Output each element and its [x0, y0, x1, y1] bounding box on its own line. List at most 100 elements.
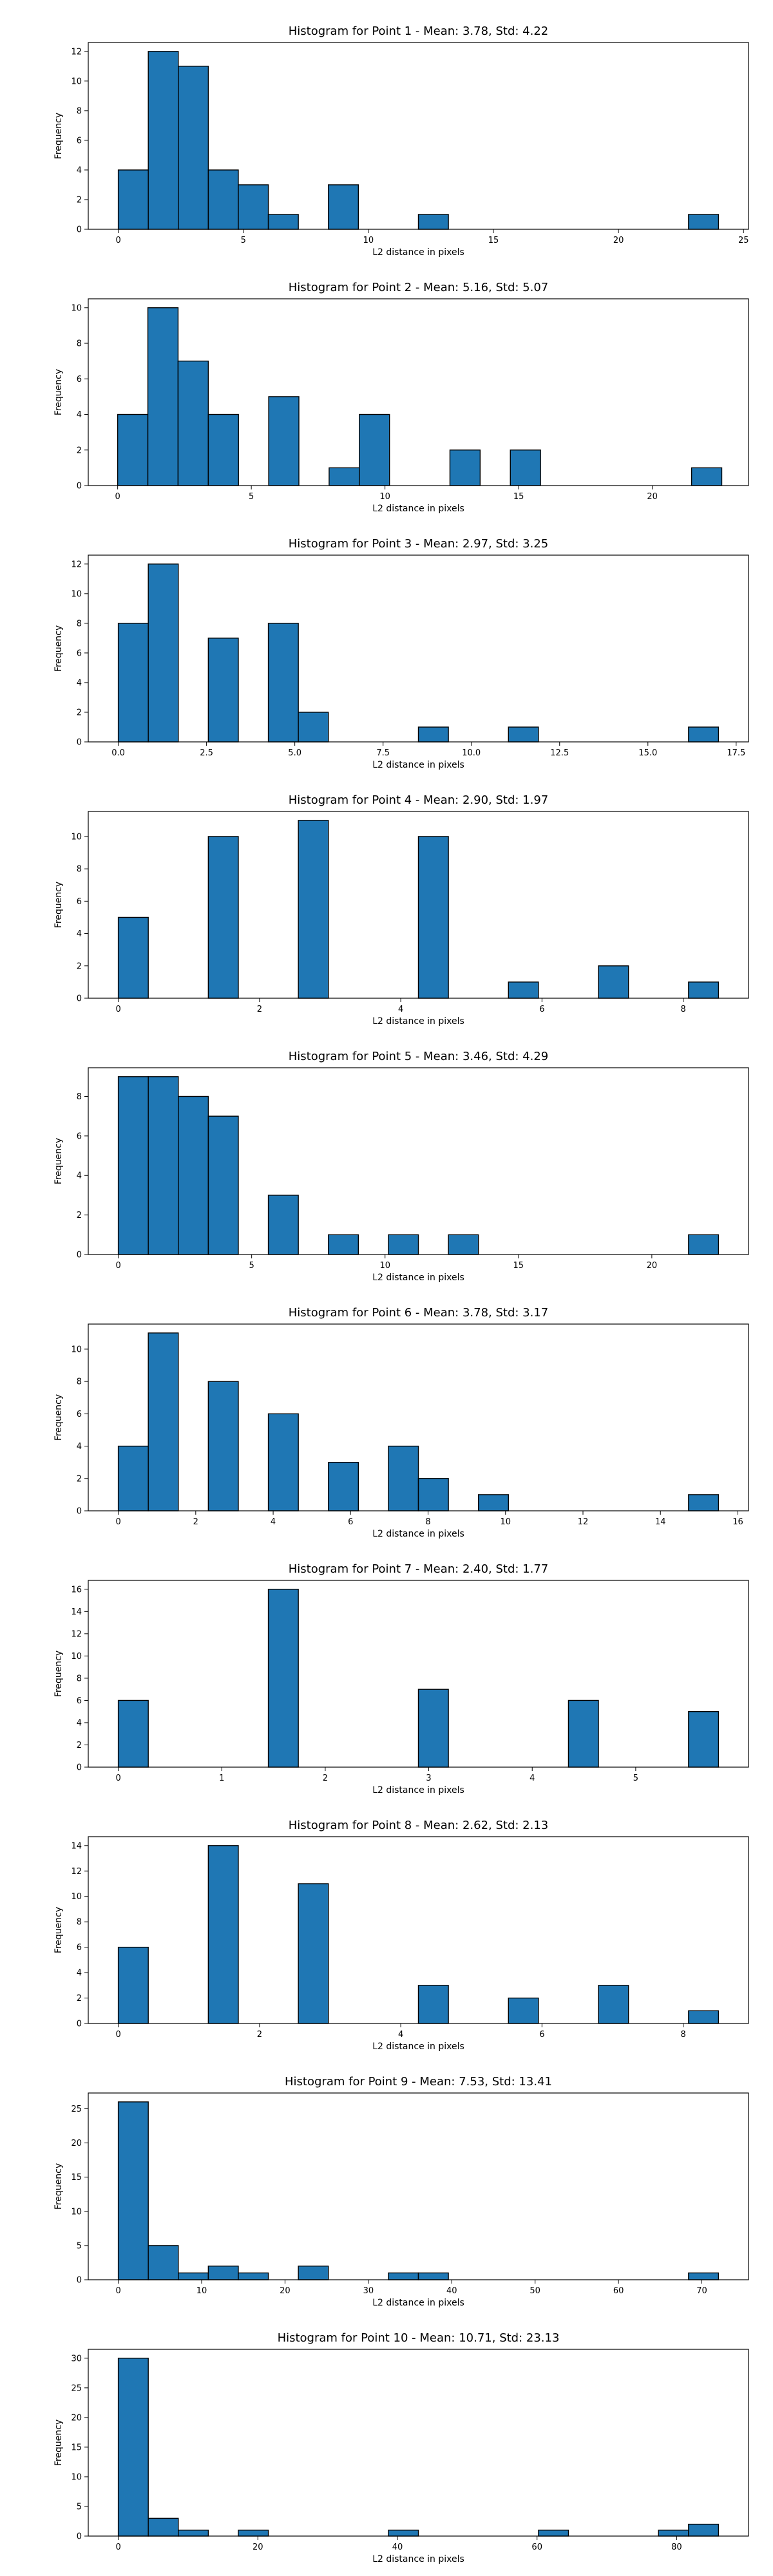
y-tick-label: 16 [71, 1585, 82, 1595]
x-tick-label: 40 [392, 2543, 403, 2552]
x-tick-label: 10 [500, 1517, 511, 1527]
histogram-bar [267, 1589, 299, 1768]
x-tick-label: 14 [655, 1517, 666, 1527]
x-tick-label: 25 [738, 236, 749, 245]
histogram-panel-3: Histogram for Point 3 - Mean: 2.97, Std:… [53, 537, 749, 770]
bars-group [117, 1076, 720, 1255]
histogram-bar [688, 1494, 720, 1511]
y-tick-label: 2 [77, 195, 82, 205]
y-tick-label: 8 [77, 339, 82, 349]
y-tick-label: 8 [77, 865, 82, 875]
histogram-bar [117, 916, 149, 999]
histogram-bar [510, 450, 541, 486]
histogram-bar [147, 307, 179, 486]
plot-frame [88, 811, 749, 999]
y-axis-label: Frequency [53, 369, 64, 415]
x-axis-label: L2 distance in pixels [372, 1016, 464, 1027]
x-tick-label: 2 [193, 1517, 198, 1527]
histogram-bar [328, 1461, 359, 1511]
chart-title: Histogram for Point 6 - Mean: 3.78, Std:… [289, 1306, 549, 1320]
y-axis-label: Frequency [53, 1907, 64, 1953]
y-tick-label: 10 [71, 1892, 82, 1902]
y-tick-label: 8 [77, 1918, 82, 1927]
histogram-panel-1: Histogram for Point 1 - Mean: 3.78, Std:… [53, 24, 749, 258]
x-tick-label: 4 [398, 1005, 403, 1014]
y-tick-label: 0 [77, 994, 82, 1004]
histogram-bar [298, 1883, 329, 2024]
y-tick-label: 25 [71, 2383, 82, 2393]
plot-frame [88, 298, 749, 486]
x-tick-label: 5 [633, 1774, 638, 1783]
x-tick-label: 0 [115, 1261, 120, 1271]
y-tick-label: 4 [77, 929, 82, 939]
histogram-bar [267, 1413, 299, 1511]
histogram-bar [688, 214, 720, 230]
histogram-bar [298, 820, 329, 999]
x-tick-label: 15 [513, 1261, 524, 1271]
x-tick-label: 15.0 [638, 748, 657, 758]
histogram-bar [388, 2530, 419, 2537]
histogram-bar [178, 2272, 209, 2280]
x-tick-label: 20 [647, 492, 658, 502]
y-tick-label: 2 [77, 1211, 82, 1220]
histogram-bar [117, 1946, 149, 2024]
y-tick-label: 2 [77, 708, 82, 717]
y-tick-label: 2 [77, 446, 82, 455]
y-tick-label: 14 [71, 1607, 82, 1617]
x-tick-label: 2.5 [200, 748, 213, 758]
x-tick-label: 0 [115, 236, 120, 245]
y-tick-label: 8 [77, 1378, 82, 1387]
histogram-bar [417, 1478, 449, 1511]
y-tick-label: 2 [77, 1474, 82, 1484]
histogram-bar [207, 1381, 239, 1511]
y-tick-label: 0 [77, 738, 82, 748]
y-tick-label: 12 [71, 560, 82, 569]
y-tick-label: 4 [77, 1442, 82, 1452]
x-tick-label: 16 [732, 1517, 743, 1527]
y-tick-label: 10 [71, 1652, 82, 1662]
y-tick-label: 15 [71, 2173, 82, 2183]
x-tick-label: 8 [425, 1517, 430, 1527]
y-tick-label: 14 [71, 1841, 82, 1851]
bars-group [117, 1332, 720, 1511]
chart-title: Histogram for Point 8 - Mean: 2.62, Std:… [289, 1819, 549, 1832]
histogram-bar [207, 1845, 239, 2024]
histogram-bar [508, 981, 539, 999]
x-tick-label: 4 [271, 1517, 276, 1527]
x-axis-label: L2 distance in pixels [372, 504, 464, 514]
histogram-bar [388, 2272, 419, 2280]
histogram-bar [207, 836, 239, 999]
x-tick-label: 0 [115, 492, 120, 502]
histogram-bar [688, 726, 720, 743]
y-tick-label: 10 [71, 1345, 82, 1354]
y-tick-label: 6 [77, 1696, 82, 1706]
y-tick-label: 2 [77, 1741, 82, 1750]
y-tick-label: 0 [77, 2532, 82, 2542]
bars-group [117, 51, 720, 230]
x-tick-label: 3 [426, 1774, 431, 1783]
histogram-panel-9: Histogram for Point 9 - Mean: 7.53, Std:… [53, 2075, 749, 2308]
y-tick-label: 6 [77, 1410, 82, 1419]
x-tick-label: 6 [539, 1005, 544, 1014]
y-tick-label: 10 [71, 2207, 82, 2217]
histogram-bar [328, 1234, 359, 1255]
plot-frame [88, 554, 749, 743]
x-tick-label: 50 [530, 2286, 540, 2296]
chart-title: Histogram for Point 3 - Mean: 2.97, Std:… [289, 537, 549, 551]
y-tick-label: 6 [77, 1943, 82, 1953]
y-tick-label: 6 [77, 649, 82, 658]
x-tick-label: 15 [513, 492, 524, 502]
histogram-bar [688, 981, 720, 999]
histogram-bar [207, 169, 239, 230]
histogram-bar [538, 2530, 569, 2537]
plot-frame [88, 1580, 749, 1768]
y-tick-label: 0 [77, 1251, 82, 1260]
x-tick-label: 10.0 [462, 748, 481, 758]
x-tick-label: 2 [257, 2030, 262, 2040]
x-tick-label: 4 [398, 2030, 403, 2040]
x-tick-label: 2 [257, 1005, 262, 1014]
histogram-bar [207, 413, 239, 486]
y-tick-label: 10 [71, 77, 82, 86]
y-tick-label: 12 [71, 47, 82, 57]
y-tick-label: 0 [77, 482, 82, 491]
